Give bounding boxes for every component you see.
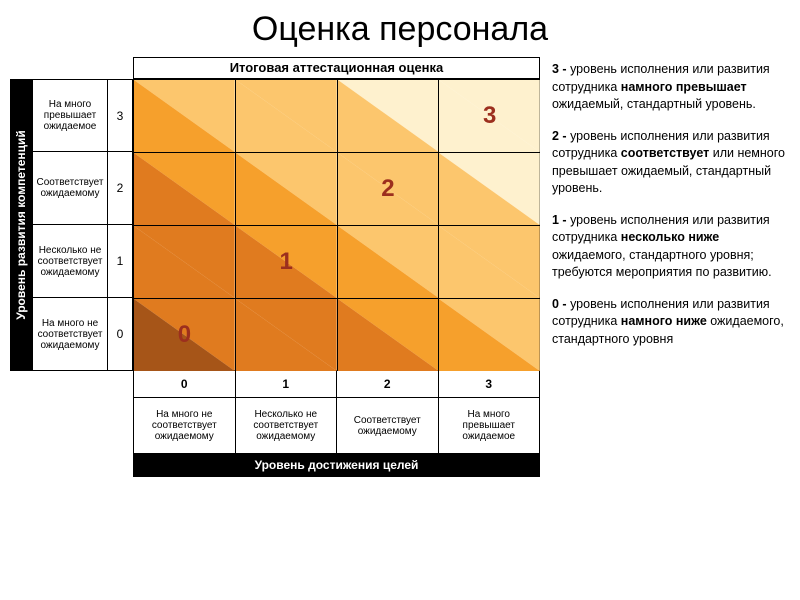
cell-value: 1 <box>279 248 292 276</box>
matrix-cell <box>438 152 540 225</box>
y-num: 0 <box>108 298 133 371</box>
legend-item: 0 - уровень исполнения или развития сотр… <box>552 296 790 349</box>
matrix-cell: 1 <box>235 225 337 298</box>
x-label: Несколько не соответствует ожидаемому <box>236 398 338 454</box>
legend-item: 3 - уровень исполнения или развития сотр… <box>552 61 790 114</box>
legend: 3 - уровень исполнения или развития сотр… <box>552 57 790 477</box>
legend-bold: несколько ниже <box>621 230 719 244</box>
x-row-labels: На много не соответствует ожидаемомуНеск… <box>133 398 540 454</box>
legend-lead: 0 - <box>552 297 567 311</box>
matrix-cell: 2 <box>337 152 439 225</box>
matrix-container: Итоговая аттестационная оценка Уровень р… <box>10 57 540 477</box>
x-axis-title: Уровень достижения целей <box>133 454 540 477</box>
matrix-cell <box>337 225 439 298</box>
cell-value: 0 <box>178 321 191 349</box>
x-num: 0 <box>133 371 236 398</box>
page-title: Оценка персонала <box>0 0 800 57</box>
y-label: На много не соответствует ожидаемому <box>32 298 108 371</box>
matrix-cell <box>133 152 235 225</box>
top-header-label: Итоговая аттестационная оценка <box>133 57 540 79</box>
matrix-cell <box>133 79 235 152</box>
x-num: 1 <box>236 371 338 398</box>
matrix-top-header: Итоговая аттестационная оценка <box>10 57 540 79</box>
legend-lead: 1 - <box>552 213 567 227</box>
y-label: Соответствует ожидаемому <box>32 152 108 225</box>
matrix-cell <box>235 152 337 225</box>
x-label: Соответствует ожидаемому <box>337 398 439 454</box>
matrix-cell: 0 <box>133 298 235 371</box>
x-num-labels: 0123 <box>133 371 540 398</box>
cell-value: 2 <box>381 175 394 203</box>
legend-item: 2 - уровень исполнения или развития сотр… <box>552 128 790 198</box>
matrix-cell <box>337 79 439 152</box>
y-label: Несколько не соответствует ожидаемому <box>32 225 108 298</box>
y-label: На много превышает ожидаемое <box>32 79 108 152</box>
heat-grid: 3 2 1 0 <box>133 79 540 371</box>
header-spacer <box>10 57 133 79</box>
legend-bold: намного ниже <box>621 314 707 328</box>
y-axis-title-text: Уровень развития компетенций <box>14 130 28 320</box>
matrix-cell: 3 <box>438 79 540 152</box>
matrix-cell <box>337 298 439 371</box>
y-num-labels: 3210 <box>108 79 133 371</box>
x-num: 3 <box>439 371 541 398</box>
x-num: 2 <box>337 371 439 398</box>
cell-value: 3 <box>483 102 496 130</box>
matrix-cell <box>438 225 540 298</box>
legend-lead: 3 - <box>552 62 567 76</box>
y-axis-title: Уровень развития компетенций <box>10 79 32 371</box>
matrix-cell <box>438 298 540 371</box>
y-num: 3 <box>108 79 133 152</box>
matrix-cell <box>133 225 235 298</box>
matrix-grid-area: Уровень развития компетенций На много пр… <box>10 79 540 371</box>
legend-bold: соответствует <box>621 146 709 160</box>
x-label: На много превышает ожидаемое <box>439 398 541 454</box>
main-layout: Итоговая аттестационная оценка Уровень р… <box>0 57 800 477</box>
y-num: 2 <box>108 152 133 225</box>
legend-lead: 2 - <box>552 129 567 143</box>
x-label: На много не соответствует ожидаемому <box>133 398 236 454</box>
legend-item: 1 - уровень исполнения или развития сотр… <box>552 212 790 282</box>
matrix-cell <box>235 298 337 371</box>
y-row-labels: На много превышает ожидаемоеСоответствуе… <box>32 79 108 371</box>
legend-bold: намного превышает <box>621 80 747 94</box>
matrix-cell <box>235 79 337 152</box>
y-num: 1 <box>108 225 133 298</box>
